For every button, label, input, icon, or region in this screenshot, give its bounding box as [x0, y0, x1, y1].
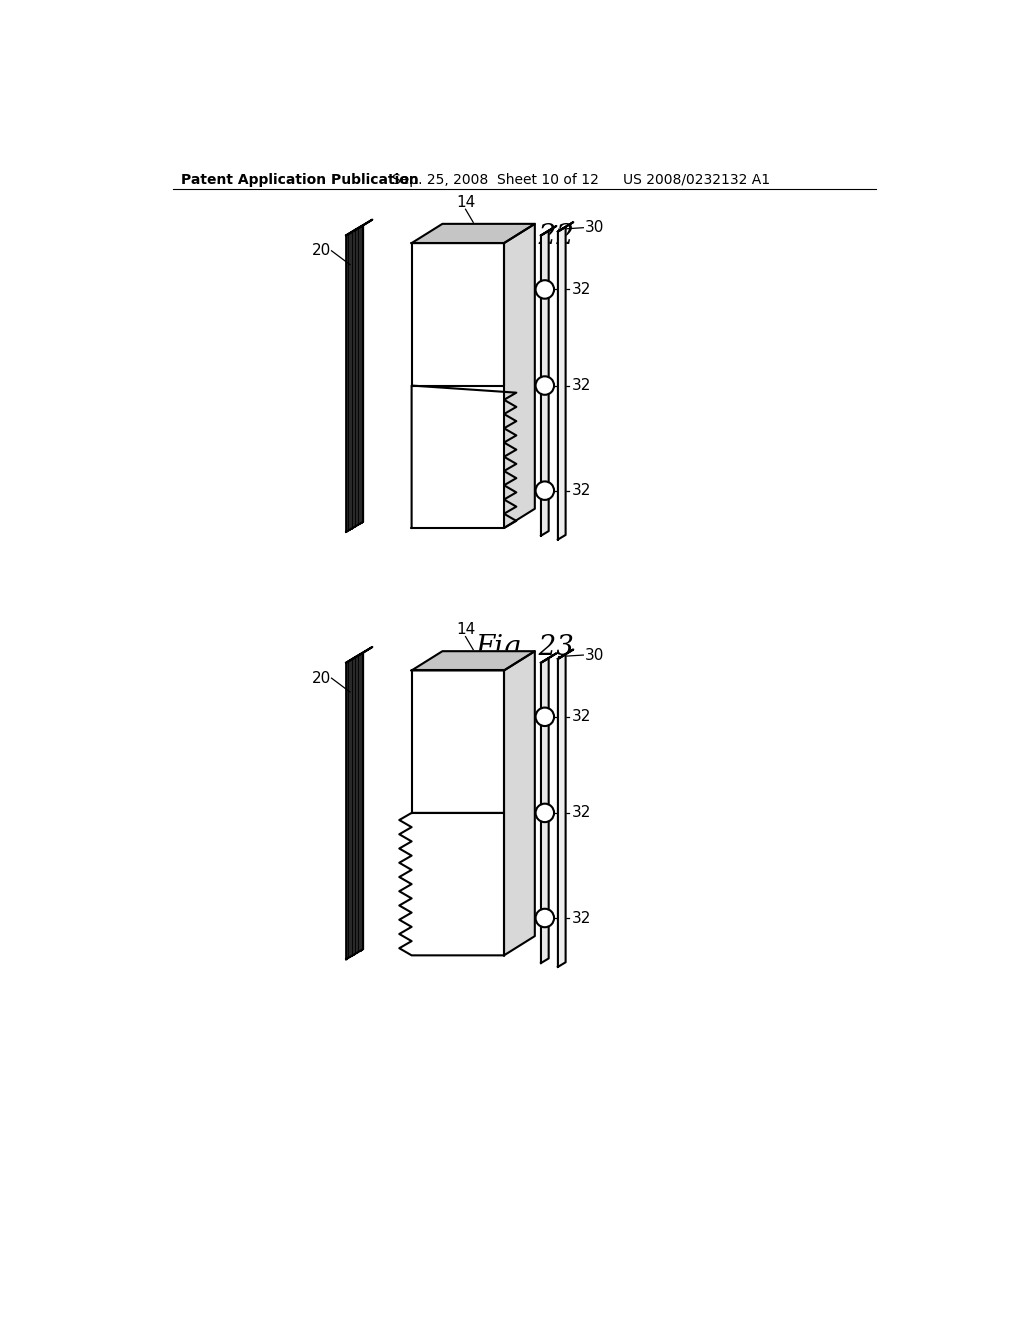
Text: Sep. 25, 2008  Sheet 10 of 12: Sep. 25, 2008 Sheet 10 of 12	[392, 173, 599, 187]
Circle shape	[536, 482, 554, 500]
Polygon shape	[412, 671, 504, 813]
Circle shape	[536, 908, 554, 927]
Polygon shape	[541, 231, 549, 536]
Polygon shape	[346, 219, 373, 235]
Polygon shape	[412, 385, 516, 528]
Text: 30: 30	[585, 648, 604, 663]
Polygon shape	[412, 651, 535, 671]
Polygon shape	[541, 653, 556, 663]
Text: Fig. 23: Fig. 23	[475, 634, 574, 661]
Polygon shape	[541, 226, 556, 235]
Text: 14: 14	[456, 622, 475, 638]
Polygon shape	[346, 226, 364, 532]
Text: 32: 32	[571, 709, 591, 725]
Polygon shape	[558, 655, 565, 966]
Polygon shape	[346, 647, 373, 663]
Circle shape	[536, 804, 554, 822]
Text: 20: 20	[311, 243, 331, 259]
Polygon shape	[399, 813, 504, 956]
Circle shape	[536, 280, 554, 298]
Text: 32: 32	[571, 483, 591, 498]
Polygon shape	[412, 224, 535, 243]
Text: Fig. 22: Fig. 22	[475, 223, 574, 251]
Text: Patent Application Publication: Patent Application Publication	[180, 173, 419, 187]
Circle shape	[536, 376, 554, 395]
Text: 32: 32	[571, 911, 591, 925]
Circle shape	[536, 708, 554, 726]
Text: US 2008/0232132 A1: US 2008/0232132 A1	[624, 173, 770, 187]
Text: 32: 32	[571, 282, 591, 297]
Text: 20: 20	[311, 671, 331, 685]
Polygon shape	[412, 243, 504, 385]
Polygon shape	[558, 222, 573, 231]
Text: 14: 14	[456, 195, 475, 210]
Text: 30: 30	[585, 220, 604, 235]
Polygon shape	[558, 649, 573, 659]
Polygon shape	[541, 659, 549, 964]
Text: 32: 32	[571, 378, 591, 393]
Polygon shape	[346, 653, 364, 960]
Polygon shape	[504, 224, 535, 528]
Polygon shape	[558, 227, 565, 540]
Polygon shape	[504, 651, 535, 956]
Text: 32: 32	[571, 805, 591, 821]
